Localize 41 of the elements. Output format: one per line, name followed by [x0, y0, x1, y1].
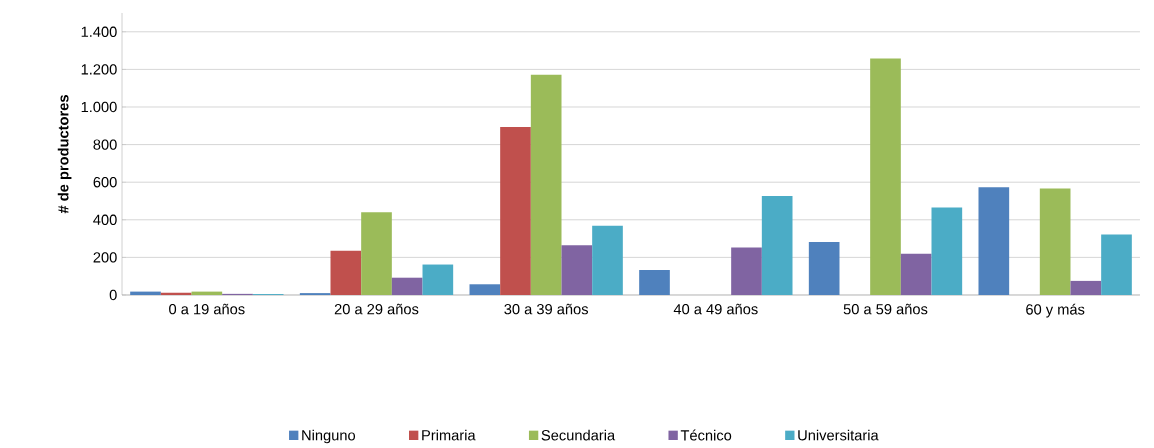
- bar: [330, 250, 362, 296]
- bar: [978, 187, 1010, 296]
- legend-label: Ninguno: [302, 429, 356, 444]
- x-tick-label: 30 a 39 años: [504, 303, 589, 315]
- bar: [422, 264, 454, 296]
- bar: [1101, 234, 1132, 296]
- y-tick-label: 600: [93, 177, 117, 188]
- bar: [639, 270, 670, 296]
- x-tick-label: 40 a 49 años: [673, 303, 758, 315]
- legend-label: Técnico: [680, 429, 732, 441]
- bar: [870, 58, 901, 296]
- legend-label: Secundaria: [541, 429, 616, 441]
- bar: [900, 253, 932, 296]
- legend-label: Primaria: [422, 429, 476, 441]
- bar: [761, 196, 793, 296]
- y-tick-label: 1.400: [81, 26, 117, 38]
- bar: [1070, 281, 1102, 296]
- bar: [1039, 188, 1071, 296]
- y-tick-label: 800: [93, 139, 117, 150]
- x-tick-label: 20 a 29 años: [334, 303, 419, 315]
- x-tick-label: 50 a 59 años: [843, 303, 928, 315]
- bar: [931, 207, 963, 296]
- x-tick-label: 60 y más: [1026, 303, 1085, 318]
- y-tick-label: 1.200: [81, 64, 117, 75]
- bar: [808, 242, 840, 296]
- bar: [469, 284, 501, 296]
- bar: [731, 247, 762, 296]
- bar: [561, 245, 593, 296]
- y-tick-label: 0: [109, 289, 117, 301]
- x-tick-label: 0 a 19 años: [169, 303, 245, 315]
- legend-label: Universitaria: [798, 429, 879, 441]
- y-axis-title: # de productores: [57, 95, 72, 214]
- y-tick-label: 200: [93, 252, 117, 263]
- bar: [530, 74, 562, 296]
- bar: [500, 127, 531, 296]
- bar: [391, 277, 423, 296]
- bar: [592, 225, 623, 296]
- y-tick-label: 1.000: [81, 101, 117, 113]
- bar: [361, 212, 392, 296]
- bar: [160, 292, 192, 296]
- y-tick-label: 400: [93, 214, 117, 226]
